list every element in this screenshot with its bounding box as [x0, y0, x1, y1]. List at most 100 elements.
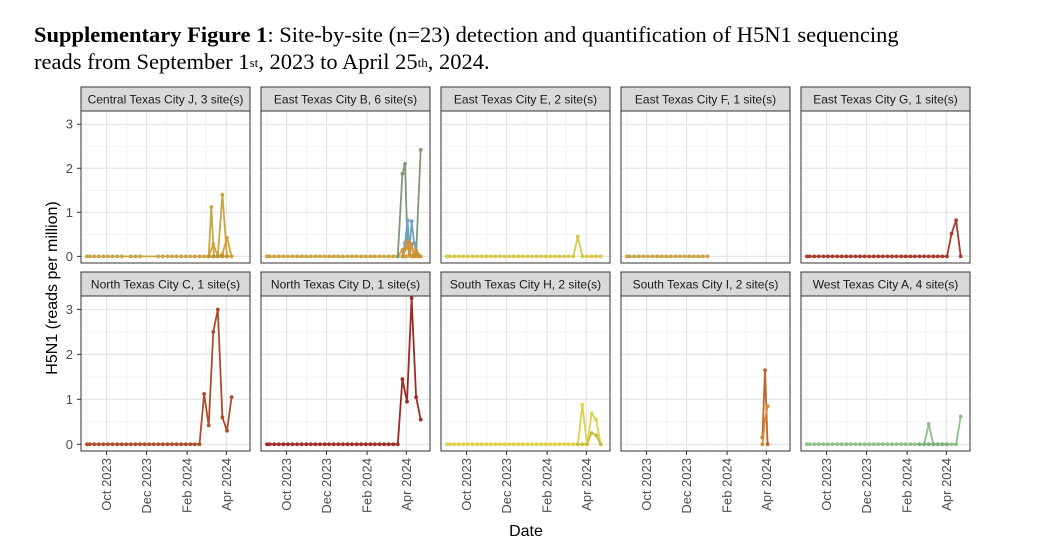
y-tick-label: 3: [66, 302, 73, 317]
data-point: [400, 254, 405, 259]
data-point: [848, 254, 853, 259]
data-point: [636, 254, 641, 259]
data-point: [405, 244, 409, 249]
data-point: [696, 254, 701, 259]
data-point: [409, 296, 414, 301]
data-point: [165, 442, 170, 447]
data-point: [557, 442, 562, 447]
data-point: [687, 254, 691, 259]
data-point: [215, 307, 220, 312]
x-tick-label: Oct 2023: [279, 458, 294, 511]
data-point: [179, 442, 184, 447]
data-point: [138, 442, 142, 447]
data-point: [304, 254, 309, 259]
data-point: [498, 442, 502, 447]
panel-border: [440, 110, 611, 264]
data-point: [85, 442, 89, 447]
data-point: [553, 254, 557, 259]
x-tick-label: Dec 2023: [499, 458, 514, 514]
data-point: [327, 442, 331, 447]
data-point: [183, 254, 188, 259]
data-point: [188, 254, 193, 259]
data-point: [816, 442, 821, 447]
caption-title: Supplementary Figure 1: [34, 22, 268, 47]
data-point: [211, 254, 216, 259]
data-point: [632, 254, 637, 259]
data-point: [765, 442, 770, 447]
data-point: [539, 254, 544, 259]
data-point: [373, 442, 377, 447]
data-point: [903, 254, 908, 259]
data-point: [484, 442, 489, 447]
data-point: [881, 442, 885, 447]
facet-panel: South Texas City I, 2 site(s) Oct 2023 Dec…: [620, 271, 791, 514]
data-point: [646, 254, 650, 259]
data-point: [400, 377, 405, 381]
x-tick-label: Feb 2024: [360, 458, 375, 513]
data-point: [488, 442, 493, 447]
caption-text-3: , 2023 to April 25: [258, 49, 418, 74]
data-point: [913, 254, 917, 259]
data-point: [290, 254, 295, 259]
data-point: [903, 442, 908, 447]
data-point: [206, 254, 211, 259]
data-point: [395, 442, 400, 447]
panel-background: [261, 296, 430, 451]
facet-title: North Texas City D, 1 site(s): [271, 278, 420, 292]
data-point: [871, 254, 876, 259]
data-point: [267, 254, 272, 259]
data-point: [161, 442, 165, 447]
data-point: [945, 442, 949, 447]
data-point: [304, 442, 309, 447]
data-point: [826, 254, 830, 259]
y-tick-label: 0: [66, 437, 73, 452]
x-tick-label: Apr 2024: [939, 458, 954, 511]
data-point: [220, 254, 225, 259]
data-point: [466, 254, 470, 259]
data-point: [926, 422, 931, 426]
data-point: [705, 254, 710, 259]
data-point: [170, 254, 174, 259]
data-point: [479, 442, 484, 447]
data-point: [807, 254, 812, 259]
data-point: [516, 442, 521, 447]
data-point: [368, 254, 373, 259]
data-point: [812, 254, 817, 259]
data-point: [322, 254, 327, 259]
facet-strip: [620, 271, 791, 297]
data-point: [359, 442, 364, 447]
caption-sup-2: th: [417, 55, 428, 70]
data-point: [594, 254, 598, 259]
data-point: [128, 442, 133, 447]
data-point: [265, 442, 269, 447]
data-point: [650, 254, 655, 259]
facet-strip: [440, 86, 611, 112]
x-tick-label: Feb 2024: [720, 458, 735, 513]
data-point: [106, 442, 110, 447]
data-point: [949, 231, 954, 236]
data-point: [530, 442, 534, 447]
data-point: [589, 254, 594, 259]
data-point: [110, 254, 115, 259]
data-point: [625, 254, 629, 259]
data-point: [958, 254, 963, 259]
data-point: [534, 442, 539, 447]
y-tick-label: 2: [66, 161, 73, 176]
data-point: [295, 254, 299, 259]
facet-panel: South Texas City H, 2 site(s) Oct 2023 Dec…: [440, 271, 611, 514]
data-point: [812, 442, 817, 447]
facet-title: Central Texas City J, 3 site(s): [88, 93, 244, 107]
facet-strip: [80, 86, 251, 112]
data-point: [405, 239, 410, 244]
data-point: [377, 254, 382, 259]
data-point: [377, 442, 382, 447]
data-point: [188, 442, 193, 447]
data-point: [395, 254, 400, 259]
data-point: [215, 254, 220, 259]
data-point: [807, 442, 812, 447]
data-point: [354, 254, 359, 259]
data-point: [193, 442, 197, 447]
data-point: [475, 442, 479, 447]
data-point: [958, 414, 963, 419]
data-point: [197, 442, 202, 447]
